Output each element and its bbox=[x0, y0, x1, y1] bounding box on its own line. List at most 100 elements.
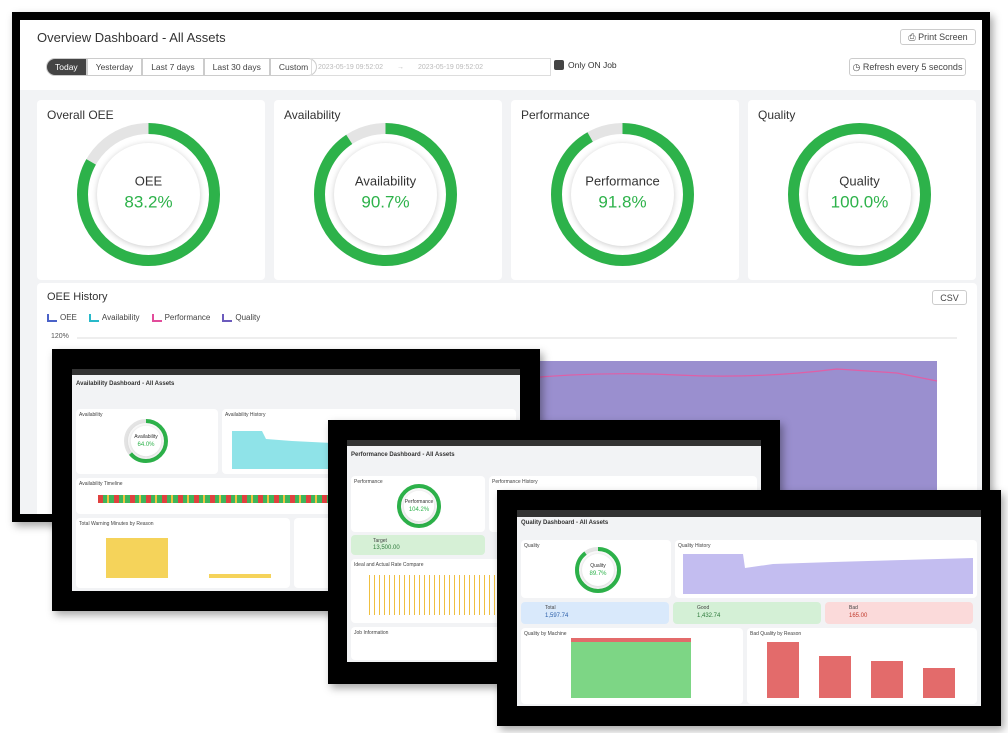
gauge-arc bbox=[314, 123, 457, 266]
top-nav bbox=[347, 440, 761, 446]
legend-item[interactable]: Availability bbox=[88, 313, 140, 322]
print-label: Print Screen bbox=[918, 32, 968, 42]
refresh-label: Refresh every 5 seconds bbox=[862, 62, 963, 72]
gauge-card: Quality Quality 100.0% bbox=[748, 100, 976, 280]
gauge-card: Performance Performance 91.8% bbox=[511, 100, 739, 280]
range-button[interactable]: Last 30 days bbox=[203, 58, 270, 76]
quality-screen: Quality Dashboard - All Assets Quality Q… bbox=[517, 510, 981, 706]
gauge-svg: Availability 90.7% bbox=[314, 123, 457, 266]
total-label: Good bbox=[697, 605, 710, 611]
range-button[interactable]: Custom bbox=[269, 58, 318, 76]
bar bbox=[871, 661, 903, 698]
gauge-label: Performance bbox=[405, 499, 434, 505]
panel-title: Quality History bbox=[678, 543, 711, 549]
gauge-label: Quality bbox=[839, 173, 880, 188]
bar bbox=[767, 642, 799, 698]
legend-item[interactable]: OEE bbox=[47, 313, 77, 322]
total-card: Bad 165.00 bbox=[825, 602, 973, 624]
card-title: Quality bbox=[758, 108, 796, 122]
card-title: Availability bbox=[284, 108, 341, 122]
range-button[interactable]: Today bbox=[46, 58, 87, 76]
bar bbox=[209, 574, 271, 578]
gauge-label: Performance bbox=[585, 173, 659, 188]
gauge-card: Overall OEE OEE 83.2% bbox=[37, 100, 265, 280]
target-value: 13,500.00 bbox=[373, 545, 400, 551]
panel: Quality by Machine bbox=[521, 628, 743, 704]
legend-swatch bbox=[222, 313, 233, 322]
bar bbox=[571, 638, 691, 698]
card-title: Overall OEE bbox=[47, 108, 114, 122]
legend-label: Performance bbox=[164, 313, 211, 322]
card-title: Performance bbox=[521, 108, 590, 122]
gauge-svg: Quality 100.0% bbox=[788, 123, 931, 266]
gauge-svg: OEE 83.2% bbox=[77, 123, 220, 266]
gauge-value: 91.8% bbox=[598, 193, 646, 212]
refresh-button[interactable]: ◷ Refresh every 5 seconds bbox=[849, 58, 966, 76]
panel-title: Total Warning Minutes by Reason bbox=[79, 521, 154, 527]
gauge-label: Availability bbox=[355, 173, 417, 188]
arrow: → bbox=[397, 63, 404, 71]
start-date: 2023-05-19 09:52:02 bbox=[318, 63, 383, 71]
quality-title: Quality Dashboard - All Assets bbox=[521, 520, 609, 526]
panel: Bad Quality by Reason bbox=[747, 628, 977, 704]
panel-title: Ideal and Actual Rate Compare bbox=[354, 562, 424, 568]
gauge: Quality 100.0% bbox=[786, 121, 933, 273]
gauge-value: 83.2% bbox=[124, 193, 172, 212]
area bbox=[683, 554, 973, 594]
bar bbox=[106, 538, 168, 578]
total-value: 165.00 bbox=[849, 613, 868, 619]
gauge: Performance 104.2% bbox=[395, 482, 443, 535]
total-card: Good 1,432.74 bbox=[673, 602, 821, 624]
range-button[interactable]: Last 7 days bbox=[142, 58, 204, 76]
legend-item[interactable]: Performance bbox=[151, 313, 211, 322]
only-on-job[interactable]: Only ON Job bbox=[554, 60, 617, 70]
gauge-svg: Availability 64.0% bbox=[124, 419, 168, 463]
panel-title: Availability History bbox=[225, 412, 266, 418]
panel-title: Bad Quality by Reason bbox=[750, 631, 802, 637]
legend-item[interactable]: Quality bbox=[222, 313, 260, 322]
panel-title: Availability bbox=[79, 412, 103, 418]
top-nav bbox=[517, 510, 981, 517]
legend-swatch bbox=[151, 313, 162, 322]
print-button[interactable]: ⎙ Print Screen bbox=[900, 29, 976, 45]
gauge-inner bbox=[130, 425, 162, 457]
csv-button[interactable]: CSV bbox=[932, 290, 967, 305]
gauge: Quality 89.7% bbox=[573, 545, 623, 600]
gauge-value: 104.2% bbox=[409, 507, 430, 513]
total-label: Total bbox=[545, 605, 556, 611]
gauge-arc bbox=[788, 123, 931, 266]
availability-title: Availability Dashboard - All Assets bbox=[76, 381, 175, 387]
top-nav bbox=[72, 369, 520, 375]
gauge-inner bbox=[808, 143, 911, 246]
gauge-value: 100.0% bbox=[831, 193, 889, 212]
history-thumb bbox=[683, 554, 973, 594]
quality-frame: Quality Dashboard - All Assets Quality Q… bbox=[497, 490, 1001, 726]
header-bar: Overview Dashboard - All Assets ⎙ Print … bbox=[20, 20, 982, 90]
range-button[interactable]: Yesterday bbox=[86, 58, 143, 76]
gauge: Availability 90.7% bbox=[312, 121, 459, 273]
checkbox bbox=[554, 60, 564, 70]
legend-swatch bbox=[88, 313, 99, 322]
gauge: Performance 91.8% bbox=[549, 121, 696, 273]
gauge-arc bbox=[575, 547, 621, 593]
gauge: OEE 83.2% bbox=[75, 121, 222, 273]
date-range[interactable]: 2023-05-19 09:52:02 → 2023-05-19 09:52:02 bbox=[311, 58, 551, 76]
history-title: OEE History bbox=[47, 291, 108, 303]
total-value: 1,432.74 bbox=[697, 613, 721, 619]
panel-title: Quality bbox=[524, 543, 540, 549]
range-group: Today Yesterday Last 7 days Last 30 days Cus… bbox=[46, 58, 318, 76]
gauge-label: Quality bbox=[590, 563, 606, 569]
legend-label: OEE bbox=[60, 313, 77, 322]
legend-label: Availability bbox=[101, 313, 140, 322]
gauge-svg: Quality 89.7% bbox=[575, 547, 621, 593]
timeline bbox=[98, 495, 508, 503]
legend-label: Quality bbox=[235, 313, 261, 322]
csv-label: CSV bbox=[940, 292, 959, 303]
panel-title: Availability Timeline bbox=[79, 481, 123, 487]
panel-title: Performance History bbox=[492, 479, 538, 485]
gauge-inner bbox=[334, 143, 437, 246]
page-title: Overview Dashboard - All Assets bbox=[37, 30, 226, 45]
gauge-inner bbox=[403, 490, 435, 522]
gauge-inner bbox=[97, 143, 200, 246]
gauge-value: 89.7% bbox=[589, 571, 607, 577]
